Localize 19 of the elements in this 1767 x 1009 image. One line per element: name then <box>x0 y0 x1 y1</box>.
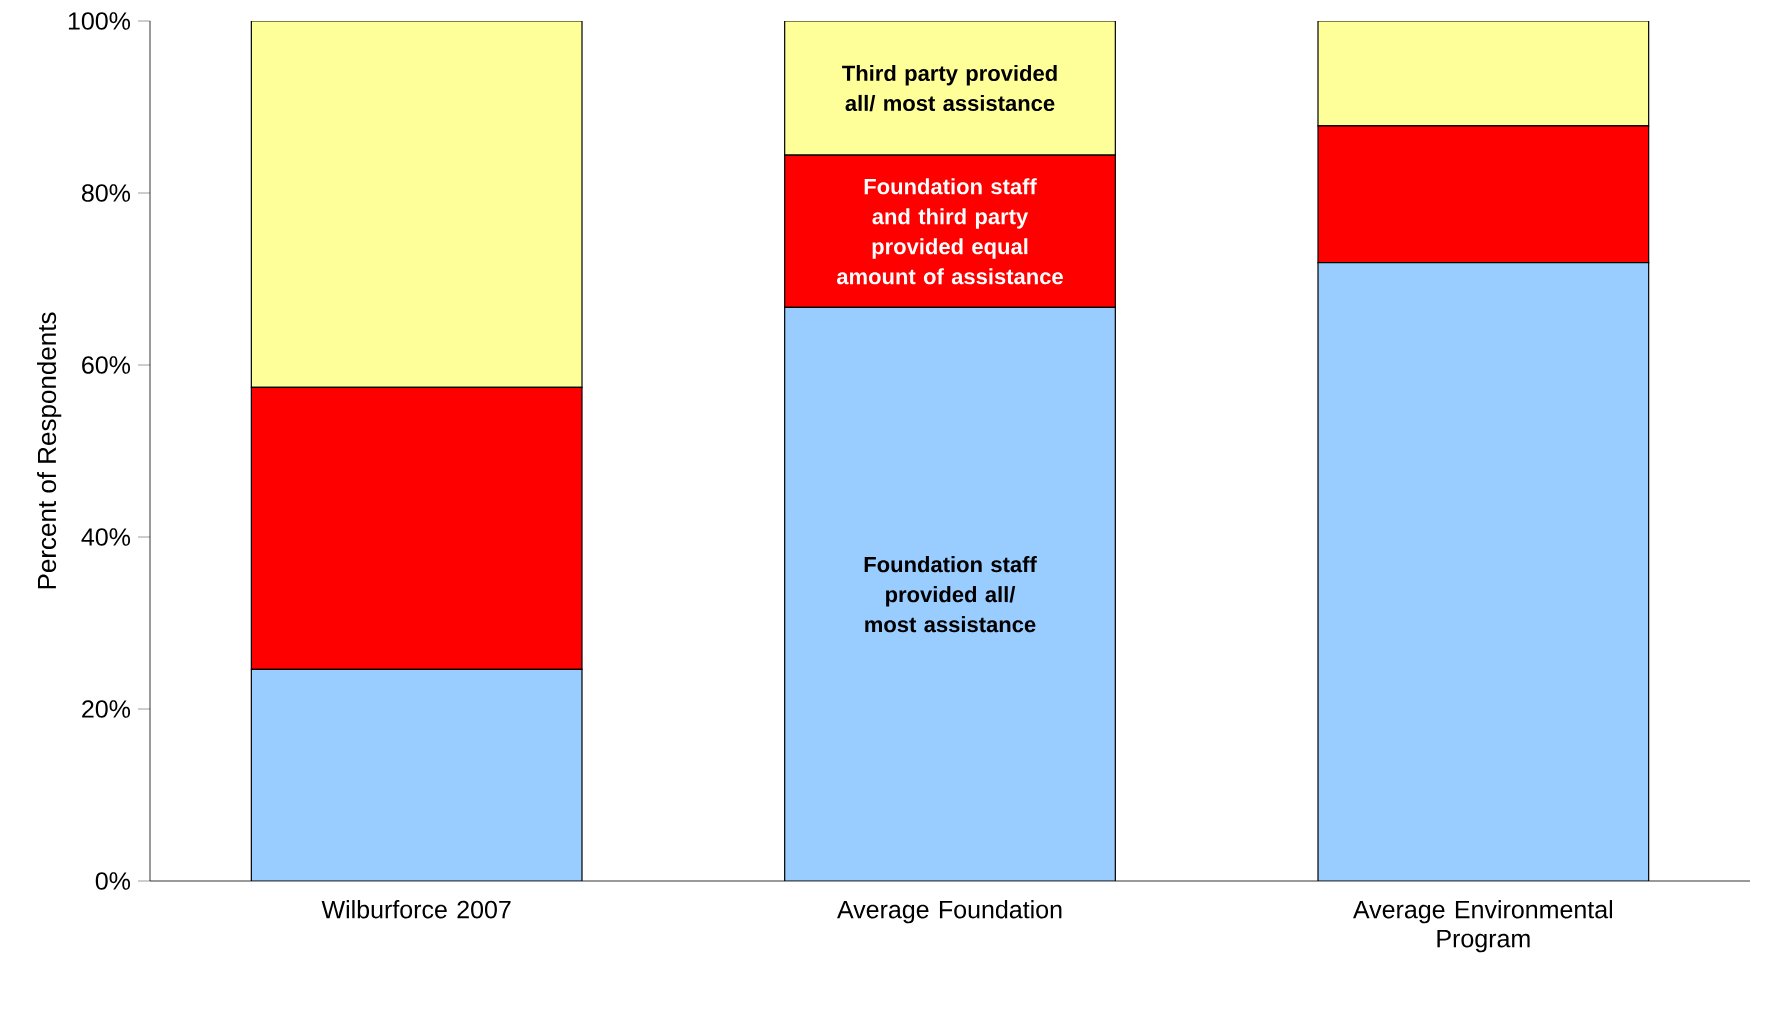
series-label: Foundation staff and third party provided equal amount of assistance <box>836 178 1063 285</box>
x-tick-label: Average Foundation <box>837 900 1062 924</box>
bar <box>1317 262 1650 881</box>
y-tick-label: 20% <box>82 700 131 718</box>
series-label: Third party provided all/ most assistance <box>842 64 1057 112</box>
series-label: Foundation staff provided all/ most assistance <box>864 556 1037 633</box>
bar <box>250 21 583 388</box>
y-axis-title: Percent of Respondents <box>37 312 62 589</box>
x-tick-label: Wilburforce 2007 <box>321 900 511 919</box>
y-tick-label: 80% <box>82 184 131 202</box>
bar <box>251 669 582 881</box>
bar <box>784 307 1116 881</box>
y-tick-label: 60% <box>82 356 131 374</box>
bar <box>1317 21 1650 127</box>
y-tick-label: 100% <box>68 12 131 30</box>
y-tick-label: 40% <box>81 528 131 546</box>
x-tick-label: Average Environmental Program <box>1353 900 1613 953</box>
y-tick-label: 0% <box>95 872 131 890</box>
bar <box>784 21 1116 156</box>
